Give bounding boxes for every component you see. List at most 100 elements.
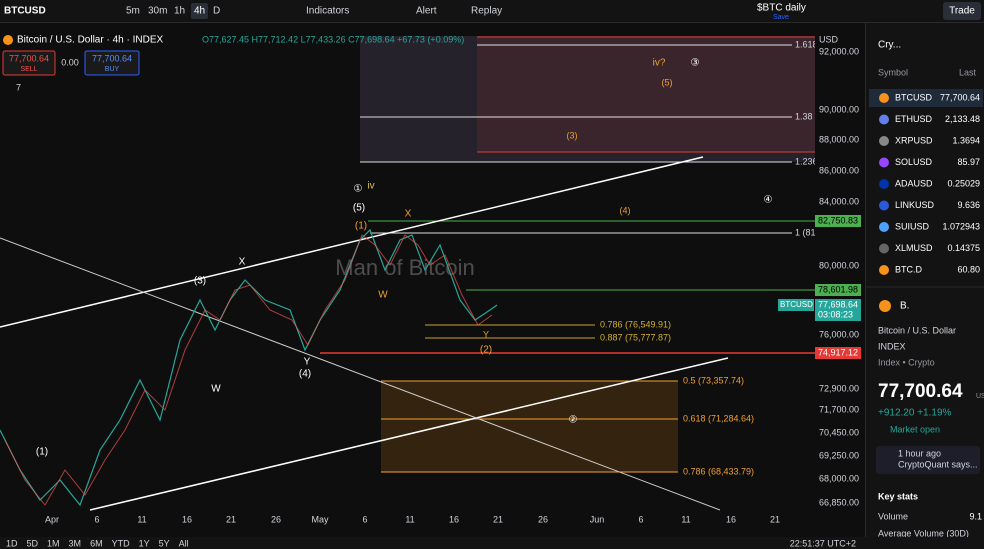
watch-symbol[interactable]: XRPUSD [895, 135, 933, 145]
wave-label: ③ [691, 58, 700, 69]
time-label: Jun [590, 514, 605, 524]
replay-button[interactable]: Replay [471, 6, 502, 17]
wave-label: iv [367, 181, 374, 192]
coin-icon [3, 35, 13, 45]
trade-button[interactable] [943, 2, 981, 20]
watch-last[interactable]: 0.14375 [947, 243, 980, 253]
col-header: Last [959, 67, 977, 77]
stat-label: Volume [878, 511, 908, 521]
news-source[interactable]: CryptoQuant says... [898, 459, 978, 469]
coin-icon [879, 222, 889, 232]
watch-symbol[interactable]: ADAUSD [895, 178, 933, 188]
symbol-tag-label: BTCUSD [780, 300, 813, 309]
buy-label[interactable]: BUY [105, 66, 120, 73]
indicators-count[interactable]: 7 [16, 82, 21, 92]
buy-button[interactable] [84, 50, 140, 76]
interval[interactable]: D [213, 6, 220, 17]
detail-change: +912.20 +1.19% [878, 408, 952, 419]
indicators-button[interactable]: Indicators [306, 6, 349, 17]
sell-label[interactable]: SELL [20, 66, 37, 73]
wave-label: (5) [353, 203, 365, 214]
news-card[interactable] [876, 446, 980, 474]
wave-label: W [211, 384, 221, 395]
fib-zone [477, 36, 815, 152]
wave-label: X [239, 257, 246, 268]
range-button[interactable]: 1D [6, 538, 18, 548]
bottom-bar [0, 537, 984, 549]
trade-label[interactable]: Trade [949, 6, 975, 17]
range-button[interactable]: 6M [90, 538, 103, 548]
detail-symbol: B. [900, 301, 909, 312]
watch-symbol[interactable]: SUIUSD [895, 221, 930, 231]
sell-price[interactable]: 77,700.64 [9, 53, 49, 63]
spread: 0.00 [61, 57, 79, 67]
watch-last[interactable]: 9.636 [957, 200, 980, 210]
time-label: 21 [226, 514, 236, 524]
layout-name[interactable]: $BTC daily [757, 3, 806, 14]
watch-symbol[interactable]: BTC.D [895, 264, 923, 274]
watch-last[interactable]: 1.3694 [952, 135, 980, 145]
time-label: 11 [137, 514, 146, 524]
range-button[interactable]: 3M [69, 538, 82, 548]
wave-label: (2) [480, 345, 492, 356]
buy-price[interactable]: 77,700.64 [92, 53, 132, 63]
news-time[interactable]: 1 hour ago [898, 448, 941, 458]
watch-last[interactable]: 1.072943 [942, 221, 980, 231]
row-highlight [869, 89, 983, 107]
range-button[interactable]: 1Y [139, 538, 150, 548]
price-label: 66,850.00 [819, 497, 859, 507]
range-button[interactable]: YTD [112, 538, 131, 548]
watch-symbol[interactable]: ETHUSD [895, 114, 933, 124]
watchlist-title[interactable]: Cry... [878, 40, 901, 51]
wave-label: Y [304, 357, 311, 368]
wave-label: ② [569, 415, 578, 426]
sell-button[interactable] [2, 50, 56, 76]
price-path [0, 228, 498, 507]
watch-symbol[interactable]: LINKUSD [895, 200, 935, 210]
price-label: 90,000.00 [819, 104, 859, 114]
coin-icon [879, 136, 889, 146]
watch-symbol[interactable]: SOLUSD [895, 157, 933, 167]
save-label[interactable]: Save [773, 14, 789, 21]
watch-last[interactable]: 85.97 [957, 157, 980, 167]
symbol-search[interactable]: BTCUSD [4, 6, 46, 17]
price-tag [815, 299, 861, 321]
detail-exchange: INDEX [878, 341, 906, 351]
watch-symbol[interactable]: BTCUSD [895, 92, 933, 102]
price-label: 69,250.00 [819, 450, 859, 460]
interval[interactable]: 5m [126, 6, 140, 17]
price-label: 71,700.00 [819, 404, 859, 414]
time-label: 21 [770, 514, 780, 524]
coin-icon [879, 200, 889, 211]
watch-last[interactable]: 60.80 [957, 264, 980, 274]
range-button[interactable]: 5D [27, 538, 39, 548]
price-tag [815, 284, 861, 296]
range-button[interactable]: 5Y [159, 538, 170, 548]
wave-label: ① [354, 184, 363, 195]
annotations: (1) (3) X W Y (4) ① iv (5) (1) X W (2) Y… [36, 39, 818, 476]
watch-last[interactable]: 2,133.48 [945, 114, 980, 124]
wave-label: (3) [567, 130, 578, 140]
watch-last[interactable]: 0.25029 [947, 178, 980, 188]
trend-line [89, 357, 729, 511]
alert-button[interactable]: Alert [416, 6, 437, 17]
price-label: 88,000.00 [819, 134, 859, 144]
price-label: 76,000.00 [819, 329, 859, 339]
interval[interactable]: 1h [174, 6, 185, 17]
watch-last[interactable]: 77,700.64 [940, 92, 980, 102]
range-button[interactable]: All [179, 538, 189, 548]
wave-label: (4) [299, 369, 311, 380]
price-tag [815, 347, 861, 359]
interval[interactable]: 30m [148, 6, 167, 17]
time-label: 6 [362, 514, 367, 524]
fib-label: 0.887 (75,777.87) [600, 332, 671, 342]
price-tag-label: 74,917.12 [818, 347, 858, 357]
watch-symbol[interactable]: XLMUSD [895, 243, 933, 253]
wave-label: X [405, 209, 412, 220]
coin-icon [879, 265, 889, 275]
price-axis [815, 30, 865, 530]
time-label: 6 [638, 514, 643, 524]
range-button[interactable]: 1M [47, 538, 60, 548]
detail-price: 77,700.64 [878, 381, 963, 402]
interval[interactable]: 4h [194, 6, 205, 17]
